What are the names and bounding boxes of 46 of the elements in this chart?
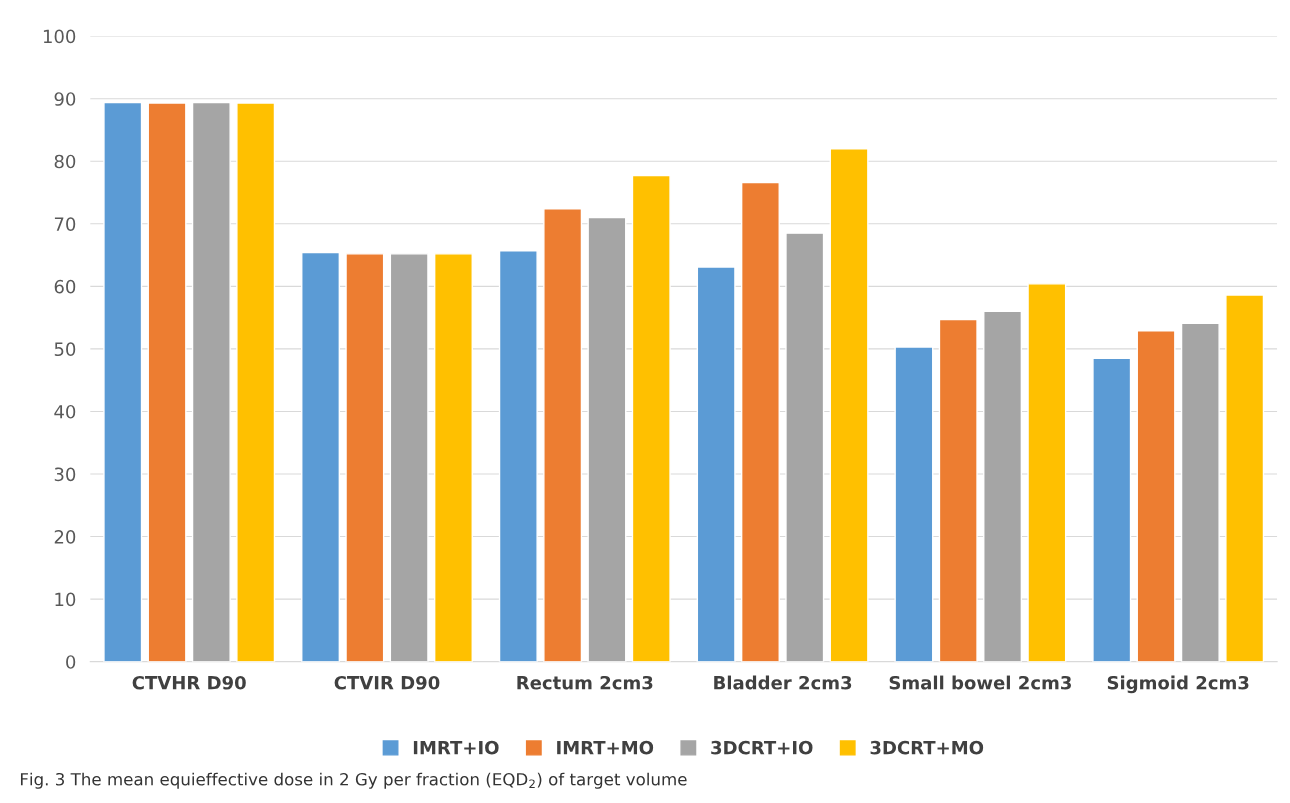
caption: Fig. 3 The mean equieffective dose in 2 Gy per fraction (EQD$_{2}$) of target volume	[20, 772, 687, 789]
bar	[1180, 322, 1220, 662]
y-tick-label: 30	[54, 467, 76, 482]
bar	[740, 181, 780, 662]
bar	[103, 101, 143, 662]
bar	[1027, 283, 1067, 662]
bar	[1136, 330, 1176, 662]
bar	[543, 208, 583, 662]
y-tick-label: 20	[54, 530, 76, 544]
bar	[631, 174, 671, 662]
x-tick-label: Rectum 2cm3	[517, 675, 653, 690]
bar	[983, 310, 1023, 662]
x-tick-label: Bladder 2cm3	[714, 675, 852, 690]
bar	[301, 251, 341, 662]
bar	[785, 232, 825, 662]
bar	[1092, 357, 1132, 662]
legend-label: IMRT+IO	[413, 740, 499, 755]
bar	[894, 346, 934, 662]
x-tick-label: Small bowel 2cm3	[889, 675, 1071, 690]
legend-label: 3DCRT+IO	[711, 740, 813, 755]
bar	[389, 253, 429, 662]
bar	[236, 102, 276, 662]
bar	[345, 253, 385, 662]
bar	[587, 216, 627, 662]
bar	[829, 148, 869, 662]
bar	[147, 102, 187, 662]
bar	[433, 253, 473, 662]
y-tick-label: 0	[66, 655, 76, 669]
bar	[938, 318, 978, 662]
bar	[696, 266, 736, 662]
x-tick-label: CTVHR D90	[132, 675, 246, 690]
y-tick-label: 90	[54, 92, 76, 106]
legend-label: IMRT+MO	[557, 740, 654, 755]
y-tick-label: 50	[54, 342, 76, 357]
y-tick-label: 80	[54, 154, 76, 169]
y-tick-label: 70	[54, 217, 76, 231]
x-tick-label: CTVIR D90	[334, 675, 440, 690]
bar	[1225, 294, 1265, 662]
legend-label: 3DCRT+MO	[870, 740, 984, 755]
bar	[191, 101, 231, 662]
y-tick-label: 100	[43, 29, 76, 44]
y-tick-label: 40	[54, 404, 76, 419]
bar	[498, 249, 538, 662]
y-tick-label: 10	[55, 592, 76, 607]
y-tick-label: 60	[54, 279, 76, 294]
x-tick-label: Sigmoid 2cm3	[1107, 675, 1249, 694]
